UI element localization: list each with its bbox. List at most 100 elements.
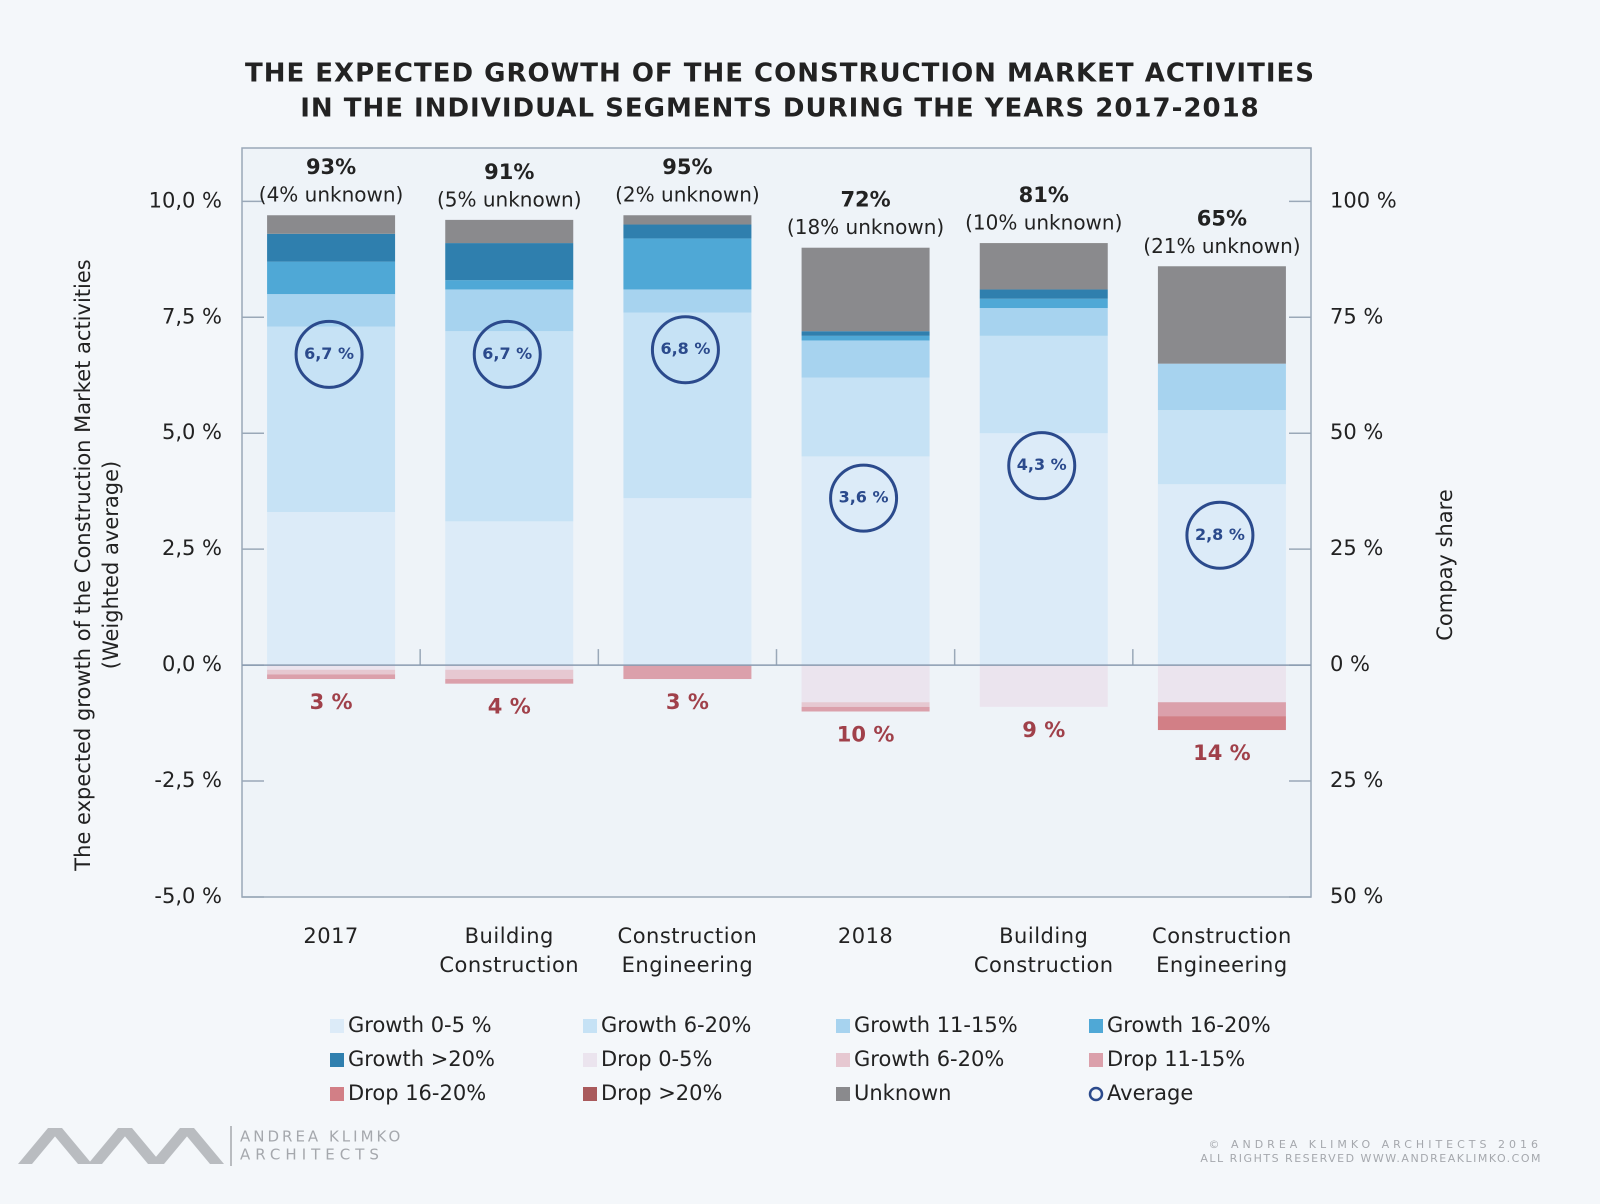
legend-swatch [330, 1087, 344, 1101]
bar-segment [623, 224, 752, 239]
bar-segment [267, 669, 396, 675]
bar-segment [623, 665, 752, 680]
growth-label: 72% [840, 188, 890, 212]
bar-segment [623, 238, 752, 290]
y2-tick-label: 25 % [1330, 536, 1383, 560]
legend-label: Growth 16-20% [1107, 1013, 1271, 1037]
average-marker [829, 463, 899, 533]
y-tick-label: -5,0 % [154, 884, 222, 908]
average-marker [294, 319, 364, 389]
plot-area [241, 147, 1312, 898]
bar-segment [801, 702, 930, 707]
legend-swatch [583, 1087, 597, 1101]
drop-label: 10 % [837, 722, 895, 746]
y-tick-label: 7,5 % [162, 304, 222, 328]
legend-label: Growth 0-5 % [348, 1013, 492, 1037]
bar-segment [445, 289, 574, 332]
unknown-label: (21% unknown) [1143, 234, 1300, 258]
y-tick-label: 2,5 % [162, 536, 222, 560]
rights: ALL RIGHTS RESERVED WWW.ANDREAKLIMKO.COM [1200, 1152, 1542, 1165]
bar-segment [1157, 716, 1286, 731]
bar-segment [801, 340, 930, 378]
bar-segment [801, 706, 930, 712]
bar-segment [623, 498, 752, 666]
growth-label: 81% [1019, 183, 1069, 207]
legend-swatch [836, 1087, 850, 1101]
bar-segment [979, 289, 1108, 299]
bar-segment [801, 377, 930, 457]
legend-swatch [1089, 1019, 1103, 1033]
logo-name: ANDREA KLIMKO [240, 1128, 403, 1146]
average-label: 6,7 % [304, 344, 354, 363]
y2-tick-label: 50 % [1330, 420, 1383, 444]
legend-label: Drop 11-15% [1107, 1047, 1245, 1071]
x-tick-label: Building Construction [439, 924, 580, 977]
y2-axis-label: Compay share [1433, 489, 1457, 640]
legend-label: Growth 6-20% [601, 1013, 751, 1037]
unknown-label: (18% unknown) [787, 215, 944, 239]
legend-swatch [583, 1053, 597, 1067]
y2-tick-label: 0 % [1330, 652, 1370, 676]
legend-swatch [1088, 1086, 1104, 1102]
y2-tick-label: 25 % [1330, 768, 1383, 792]
bar-segment [623, 215, 752, 225]
bar-segment [979, 298, 1108, 309]
unknown-label: (10% unknown) [965, 211, 1122, 235]
bar-segment [267, 326, 396, 513]
y2-tick-label: 75 % [1330, 304, 1383, 328]
bar-segment [1157, 410, 1286, 485]
average-label: 3,6 % [839, 488, 889, 507]
legend-label: Drop >20% [601, 1081, 722, 1105]
legend-swatch [836, 1053, 850, 1067]
drop-label: 14 % [1193, 741, 1251, 765]
legend-swatch [836, 1019, 850, 1033]
y2-tick-label: 50 % [1330, 884, 1383, 908]
bar-segment [979, 335, 1108, 434]
bar-segment [801, 456, 930, 666]
bar-segment [801, 335, 930, 341]
bar-segment [267, 674, 396, 680]
bar-segment [979, 243, 1108, 290]
bar-segment [623, 312, 752, 499]
x-tick-label: Building Construction [973, 924, 1114, 977]
average-label: 2,8 % [1195, 525, 1245, 544]
x-tick-label: 2018 [837, 924, 894, 948]
legend-label: Growth 11-15% [854, 1013, 1018, 1037]
bar-segment [801, 247, 930, 332]
y-tick-label: 10,0 % [149, 188, 222, 212]
y2-tick-label: 100 % [1330, 188, 1397, 212]
average-marker [650, 315, 720, 385]
bar-segment [1157, 266, 1286, 364]
average-label: 4,3 % [1017, 455, 1067, 474]
legend-swatch [583, 1019, 597, 1033]
logo [18, 1126, 232, 1166]
legend-swatch [330, 1053, 344, 1067]
y-tick-label: 5,0 % [162, 420, 222, 444]
x-tick-label: 2017 [303, 924, 359, 948]
bar-segment [979, 308, 1108, 336]
chart-title: THE EXPECTED GROWTH OF THE CONSTRUCTION … [245, 59, 1315, 89]
legend-label: Growth 6-20% [854, 1047, 1004, 1071]
bar-segment [267, 512, 396, 666]
bar-segment [445, 280, 574, 290]
bar-segment [445, 243, 574, 281]
bar-segment [1157, 665, 1286, 703]
bar-segment [623, 289, 752, 313]
chart-title: IN THE INDIVIDUAL SEGMENTS DURING THE YE… [300, 94, 1260, 124]
bar-segment [445, 331, 574, 522]
unknown-label: (5% unknown) [437, 187, 582, 211]
drop-label: 3 % [310, 690, 353, 714]
bar-segment [445, 219, 574, 244]
bar-segment [801, 665, 930, 703]
bar-segment [267, 233, 396, 262]
growth-label: 93% [306, 155, 356, 179]
bar-segment [267, 665, 396, 670]
bar-segment [1157, 363, 1286, 411]
bar-segment [445, 521, 574, 666]
bar-segment [445, 669, 574, 680]
bar-segment [445, 679, 574, 684]
bar-segment [267, 261, 396, 295]
average-label: 6,7 % [482, 344, 532, 363]
